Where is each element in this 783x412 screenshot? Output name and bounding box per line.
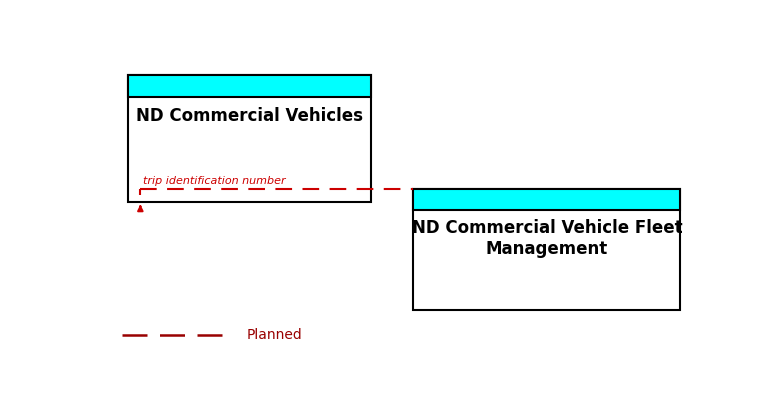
Text: trip identification number: trip identification number <box>143 176 286 186</box>
Text: ND Commercial Vehicles: ND Commercial Vehicles <box>136 107 363 124</box>
Bar <box>413 189 680 309</box>
Text: Planned: Planned <box>247 328 302 342</box>
Text: ND Commercial Vehicle Fleet
Management: ND Commercial Vehicle Fleet Management <box>412 219 682 258</box>
Bar <box>413 189 680 210</box>
Bar <box>128 75 371 202</box>
Bar <box>128 75 371 97</box>
